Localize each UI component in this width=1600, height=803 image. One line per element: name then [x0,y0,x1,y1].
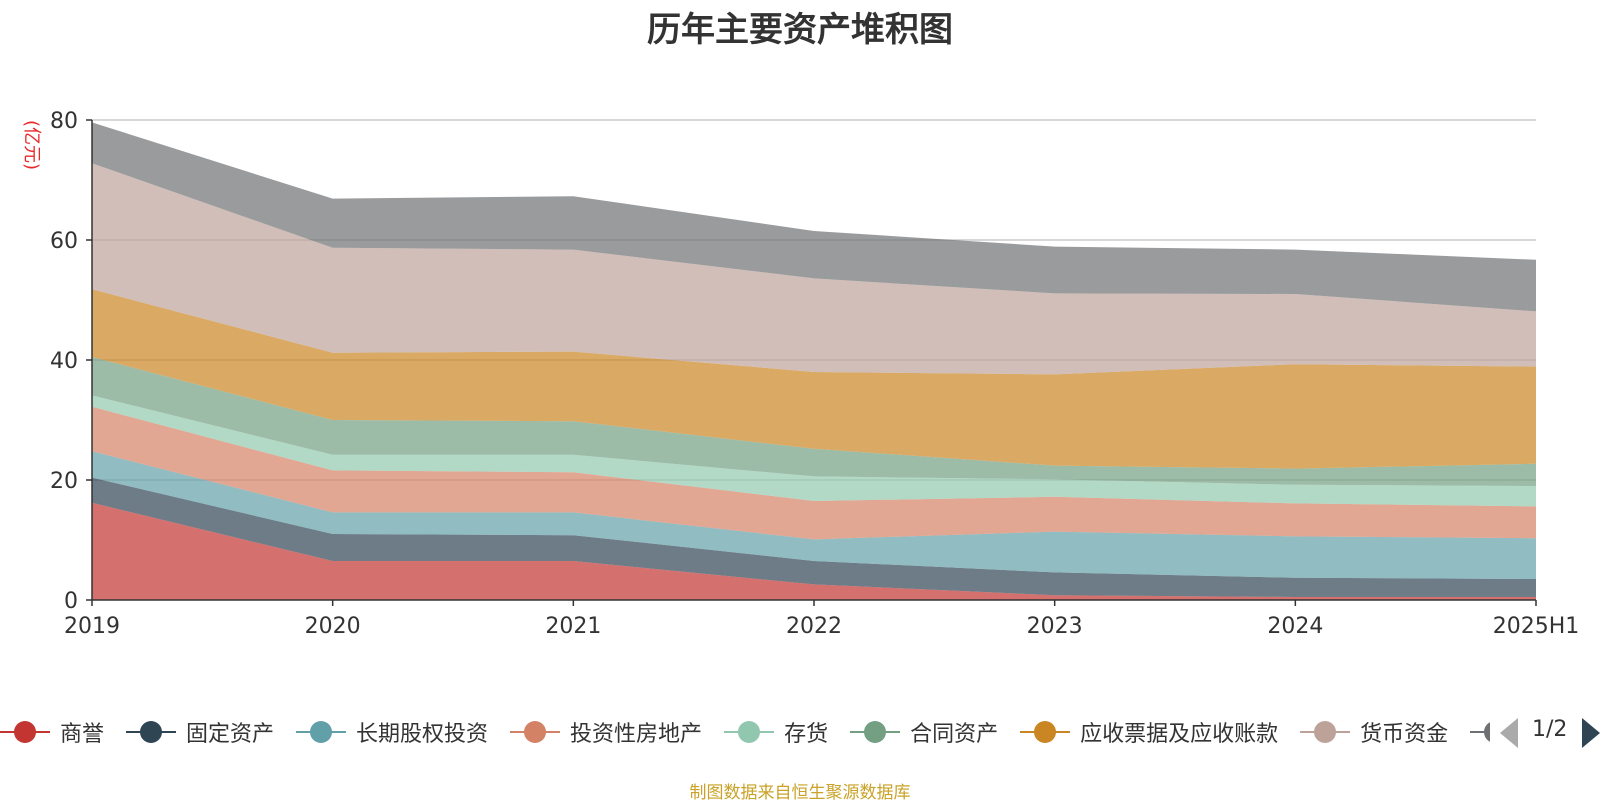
x-tick-label: 2022 [786,614,842,639]
legend-label: 投资性房地产 [570,722,703,747]
legend-marker-icon [510,712,561,752]
legend-marker-icon [1020,712,1071,752]
legend-marker-icon [850,712,901,752]
x-tick-label: 2020 [305,614,361,639]
x-tick-label: 2023 [1027,614,1083,639]
legend-label: 固定资产 [186,722,275,747]
x-tick-label: 2025H1 [1493,614,1580,639]
x-tick-label: 2019 [64,614,120,639]
legend-label: 货币资金 [1360,722,1449,747]
legend: 商誉固定资产长期股权投资投资性房地产存货合同资产应收票据及应收账款货币资金其他 … [0,712,1600,752]
legend-label: 应收票据及应收账款 [1080,722,1279,747]
area-series-3 [92,406,1536,540]
legend-item-7[interactable]: 货币资金 [1300,712,1448,752]
legend-marker-icon [296,712,347,752]
legend-item-3[interactable]: 投资性房地产 [510,712,702,752]
legend-next-page-icon[interactable] [1582,718,1600,748]
area-series-4 [92,395,1536,507]
axis-layer: 0 20 40 60 80 2019 2020 2021 2022 2023 2024 2025H1 [50,109,1579,639]
area-series-0 [92,502,1536,600]
legend-label: 合同资产 [910,722,999,747]
legend-items: 商誉 固定资产 长期股权投资 投资性房地产 存货 合同资产 应收票据及应收账款 货币资金其他 [0,712,1490,752]
area-series-1 [92,477,1536,597]
legend-item-6[interactable]: 应收票据及应收账款 [1020,712,1278,752]
y-tick-label: 80 [50,109,78,134]
legend-marker-icon [126,712,177,752]
legend-marker-icon [724,712,775,752]
area-series-2 [92,451,1536,579]
x-tick-label: 2024 [1267,614,1323,639]
legend-label: 商誉 [60,722,105,747]
x-tick-label: 2021 [545,614,601,639]
legend-label: 存货 [784,722,829,747]
area-series-7 [92,163,1536,375]
area-series-5 [92,357,1536,486]
area-series-8 [92,122,1536,312]
legend-item-8[interactable]: 其他 [1470,712,1490,752]
y-tick-label: 40 [50,349,78,374]
legend-item-1[interactable]: 固定资产 [126,712,274,752]
area-layer [92,122,1536,600]
y-tick-label: 0 [64,589,78,614]
y-tick-label: 60 [50,229,78,254]
legend-item-2[interactable]: 长期股权投资 [296,712,488,752]
legend-item-5[interactable]: 合同资产 [850,712,998,752]
legend-marker-icon [1470,712,1490,752]
legend-prev-page-icon[interactable] [1500,718,1518,748]
y-tick-label: 20 [50,469,78,494]
legend-label: 长期股权投资 [356,722,489,747]
y-unit-label: (亿元) [21,120,42,170]
area-series-6 [92,289,1536,469]
legend-item-0[interactable]: 商誉 [0,712,104,752]
source-note: 制图数据来自恒生聚源数据库 [689,783,911,803]
legend-page-indicator: 1/2 [1532,717,1568,742]
legend-item-4[interactable]: 存货 [724,712,828,752]
legend-marker-icon [0,712,50,752]
legend-marker-icon [1300,712,1351,752]
chart-title: 历年主要资产堆积图 [647,10,953,50]
